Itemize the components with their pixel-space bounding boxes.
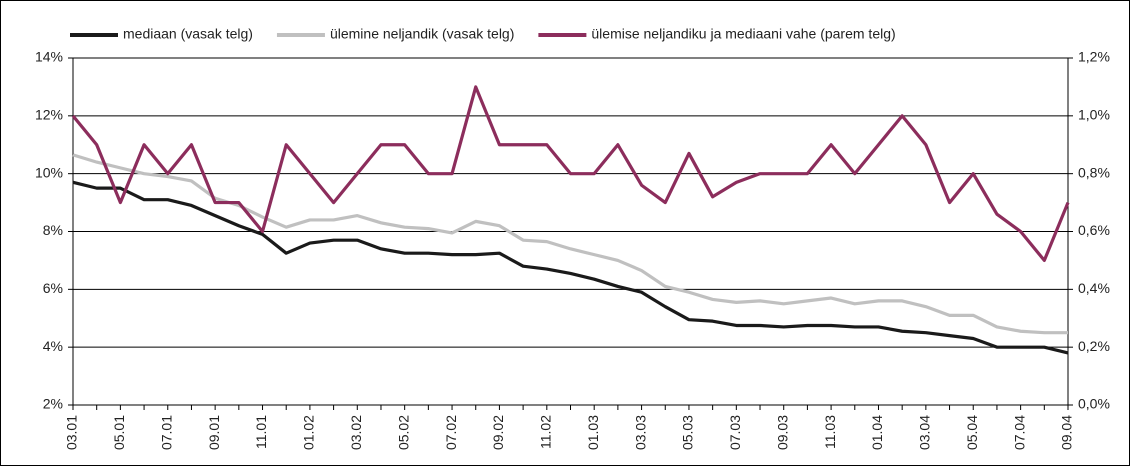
x-tick-label: 05.01 — [111, 415, 127, 450]
y2-tick-label: 0,2% — [1078, 338, 1110, 354]
x-tick-label: 03.01 — [64, 415, 80, 450]
y-tick-label: 10% — [35, 164, 63, 180]
x-tick-label: 07.04 — [1011, 415, 1027, 450]
y2-tick-label: 0,0% — [1078, 396, 1110, 412]
x-tick-label: 09.02 — [490, 415, 506, 450]
y2-tick-label: 0,6% — [1078, 222, 1110, 238]
y2-tick-label: 1,2% — [1078, 49, 1110, 65]
x-tick-label: 05.02 — [395, 415, 411, 450]
series-line — [72, 180, 1069, 355]
y-tick-label: 12% — [35, 107, 63, 123]
x-tick-label: 01.03 — [585, 415, 601, 450]
y-tick-label: 4% — [43, 338, 63, 354]
legend-label: ülemine neljandik (vasak telg) — [330, 26, 514, 42]
legend: mediaan (vasak telg) ülemine neljandik (v… — [70, 26, 896, 42]
x-tick-label: 01.04 — [869, 415, 885, 450]
y2-tick-label: 0,8% — [1078, 164, 1110, 180]
x-tick-label: 09.03 — [774, 415, 790, 450]
x-tick-label: 03.04 — [917, 415, 933, 450]
legend-label: mediaan (vasak telg) — [123, 26, 253, 42]
x-tick-label: 11.02 — [538, 415, 554, 449]
series-line — [72, 153, 1068, 335]
x-tick-label: 01.02 — [301, 415, 317, 450]
y2-tick-label: 1,0% — [1078, 107, 1110, 123]
x-tick-label: 03.02 — [348, 415, 364, 450]
x-tick-label: 03.03 — [632, 415, 648, 450]
x-tick-label: 05.03 — [680, 415, 696, 450]
x-tick-label: 05.04 — [964, 415, 980, 450]
x-tick-label: 11.01 — [253, 415, 269, 449]
y-tick-label: 8% — [43, 222, 63, 238]
y-tick-label: 2% — [43, 396, 63, 412]
x-tick-label: 09.01 — [206, 415, 222, 450]
y2-tick-label: 0,4% — [1078, 280, 1110, 296]
x-tick-label: 11.03 — [822, 415, 838, 449]
y-tick-label: 14% — [35, 49, 63, 65]
x-tick-label: 09.04 — [1059, 415, 1075, 450]
series-line — [71, 85, 1070, 263]
x-tick-label: 07.03 — [727, 415, 743, 450]
y-tick-label: 6% — [43, 280, 63, 296]
legend-label: ülemise neljandiku ja mediaani vahe (par… — [591, 26, 895, 42]
x-tick-label: 07.02 — [443, 415, 459, 450]
x-tick-label: 07.01 — [158, 415, 174, 450]
